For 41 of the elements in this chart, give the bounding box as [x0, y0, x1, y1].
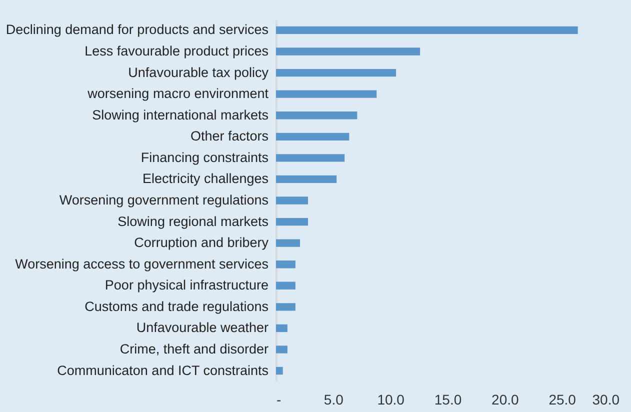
x-tick-label: 10.0	[377, 392, 405, 408]
bar	[276, 239, 300, 247]
y-tick-label: Unfavourable weather	[136, 320, 269, 336]
y-tick-label: Unfavourable tax policy	[128, 64, 269, 80]
bar	[276, 26, 578, 34]
x-tick-label: 5.0	[324, 392, 344, 408]
bar	[276, 366, 283, 375]
bar	[276, 196, 308, 204]
bar	[276, 260, 296, 268]
bar	[276, 324, 288, 332]
y-tick-label: Communicaton and ICT constraints	[57, 362, 269, 378]
bar	[276, 90, 377, 98]
bar	[276, 303, 296, 311]
y-tick-label: Other factors	[190, 128, 269, 144]
bar	[276, 48, 420, 56]
bar	[276, 282, 296, 290]
y-tick-label: Electricity challenges	[142, 171, 269, 186]
x-tick-label: 25.0	[548, 392, 576, 408]
y-tick-label: Less favourable product prices	[84, 44, 269, 58]
y-tick-label: Slowing regional markets	[118, 214, 269, 229]
bar	[276, 154, 345, 162]
bar	[276, 175, 337, 184]
x-tick-label: 20.0	[492, 392, 520, 408]
bar	[276, 132, 350, 140]
x-tick-label: 30.0	[592, 392, 620, 408]
y-tick-label: Declining demand for products and services	[6, 22, 269, 38]
y-tick-label: Customs and trade regulations	[84, 298, 269, 314]
y-tick-label: Worsening access to government services	[15, 256, 269, 272]
y-tick-label: Crime, theft and disorder	[120, 342, 269, 356]
bar	[276, 68, 396, 77]
bar	[276, 112, 358, 120]
y-tick-label: worsening macro environment	[86, 86, 269, 102]
bar	[276, 218, 308, 226]
y-tick-label: Worsening government regulations	[59, 192, 269, 208]
bar	[276, 346, 288, 354]
x-tick-label: -	[276, 392, 282, 408]
y-tick-label: Corruption and bribery	[134, 235, 269, 250]
y-tick-label: Slowing international markets	[92, 107, 269, 122]
y-tick-label: Financing constraints	[140, 150, 269, 165]
y-tick-label: Poor physical infrastructure	[104, 278, 268, 293]
x-tick-label: 15.0	[434, 392, 462, 408]
